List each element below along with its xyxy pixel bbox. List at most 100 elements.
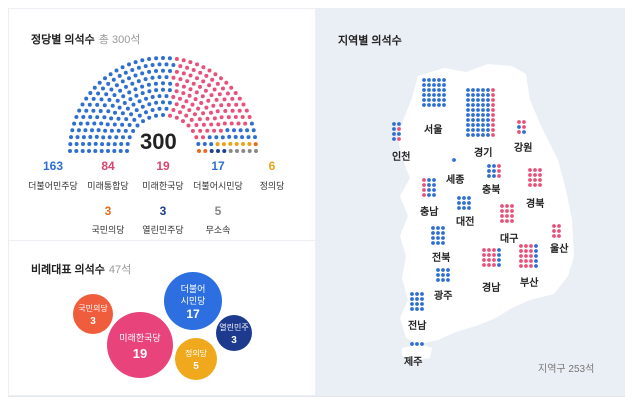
map-seat-dot bbox=[471, 98, 475, 102]
seat-dot bbox=[127, 62, 131, 67]
region-label-daejeon: 대전 bbox=[456, 217, 475, 228]
seat-dot bbox=[147, 57, 152, 61]
seat-dot bbox=[197, 117, 202, 122]
seat-dot bbox=[150, 108, 155, 112]
seat-dot bbox=[133, 87, 138, 92]
seat-dot bbox=[75, 135, 80, 140]
map-seat-dot bbox=[538, 183, 542, 187]
seat-dot bbox=[99, 149, 104, 153]
party-count-tonghap: 84 bbox=[101, 159, 115, 173]
map-seat-dot bbox=[392, 137, 396, 141]
map-seat-dot bbox=[486, 123, 490, 127]
seat-dot bbox=[237, 96, 242, 101]
korea-land-jeju bbox=[402, 344, 432, 360]
map-seat-dot bbox=[486, 133, 490, 137]
seat-dot bbox=[147, 69, 152, 74]
map-seat-dot bbox=[471, 113, 475, 117]
map-seat-dot bbox=[471, 93, 475, 97]
map-seat-dot bbox=[466, 93, 470, 97]
seat-dot bbox=[105, 122, 110, 127]
map-seat-dot bbox=[522, 125, 526, 129]
map-seat-dot bbox=[436, 226, 440, 230]
seat-dot bbox=[97, 80, 102, 85]
map-seat-dot bbox=[392, 127, 396, 131]
seat-dot bbox=[78, 121, 83, 126]
map-seat-dot bbox=[422, 88, 426, 92]
seat-dot bbox=[243, 121, 248, 126]
map-seat-dot bbox=[491, 108, 495, 112]
seat-dot bbox=[95, 115, 100, 120]
seat-dot bbox=[194, 90, 199, 95]
map-seat-dot bbox=[491, 88, 495, 92]
seat-dot bbox=[81, 115, 86, 119]
seat-dot bbox=[240, 135, 245, 140]
map-seat-dot bbox=[557, 229, 561, 233]
seat-dot bbox=[185, 65, 190, 70]
seat-dot bbox=[181, 84, 186, 89]
map-seat-dot bbox=[519, 259, 523, 263]
seat-dot bbox=[195, 62, 199, 67]
seat-dot bbox=[204, 105, 209, 110]
region-label-chungbuk: 충북 bbox=[482, 185, 501, 196]
map-seat-dot bbox=[427, 88, 431, 92]
seat-dot bbox=[120, 122, 125, 127]
map-seat-dot bbox=[457, 206, 461, 210]
seat-dot bbox=[113, 110, 117, 115]
map-seat-dot bbox=[524, 254, 528, 258]
seat-dot bbox=[127, 90, 132, 95]
map-seat-dot bbox=[476, 128, 480, 132]
seat-dot bbox=[171, 95, 176, 99]
seat-dot bbox=[190, 102, 195, 107]
seat-dot bbox=[68, 149, 72, 153]
map-seat-dot bbox=[500, 204, 504, 208]
region-label-gangwon: 강원 bbox=[514, 143, 533, 154]
map-seat-dot bbox=[534, 254, 538, 258]
seat-dot bbox=[114, 83, 119, 88]
seat-dot bbox=[235, 149, 239, 153]
map-seat-dot bbox=[476, 113, 480, 117]
map-seat-dot bbox=[529, 259, 533, 263]
seat-dot bbox=[214, 97, 219, 102]
seat-dot bbox=[161, 113, 165, 117]
map-seat-dot bbox=[410, 307, 414, 311]
seat-dot bbox=[203, 149, 208, 153]
seat-dot bbox=[196, 106, 201, 111]
seat-dot bbox=[101, 135, 106, 140]
seat-dot bbox=[226, 102, 231, 107]
map-seat-dot bbox=[505, 209, 509, 213]
seat-dot bbox=[174, 69, 179, 74]
seat-dot bbox=[236, 121, 241, 126]
map-seat-dot bbox=[457, 201, 461, 205]
seat-dot bbox=[68, 142, 73, 147]
map-seat-dot bbox=[492, 258, 496, 262]
map-seat-dot bbox=[481, 93, 485, 97]
seat-dot bbox=[225, 128, 230, 133]
seat-dot bbox=[107, 135, 112, 140]
seat-dot bbox=[212, 128, 217, 133]
seat-dot bbox=[219, 76, 223, 81]
seat-dot bbox=[191, 81, 196, 86]
seat-dot bbox=[117, 105, 122, 110]
bubble-jeongui: 정의당 5 bbox=[175, 338, 217, 380]
seat-dot bbox=[245, 128, 250, 133]
seat-dot bbox=[194, 123, 199, 127]
seat-dot bbox=[119, 142, 124, 146]
seat-dot bbox=[92, 85, 97, 90]
map-seat-dot bbox=[432, 103, 436, 107]
seat-dot bbox=[222, 121, 227, 126]
map-seat-dot bbox=[487, 248, 491, 252]
seat-dot bbox=[216, 149, 220, 153]
map-seat-dot bbox=[482, 253, 486, 257]
map-seat-dot bbox=[442, 103, 446, 107]
map-seat-dot bbox=[497, 248, 501, 252]
seat-dot bbox=[88, 115, 93, 119]
map-seat-dot bbox=[422, 183, 426, 187]
map-seat-dot bbox=[442, 78, 446, 82]
map-seat-dot bbox=[471, 118, 475, 122]
seat-dot bbox=[201, 135, 205, 140]
seat-dot bbox=[201, 79, 206, 84]
map-seat-dot bbox=[552, 224, 556, 228]
seat-dot bbox=[137, 99, 142, 104]
seat-dot bbox=[168, 113, 172, 118]
map-seat-dot bbox=[486, 113, 490, 117]
